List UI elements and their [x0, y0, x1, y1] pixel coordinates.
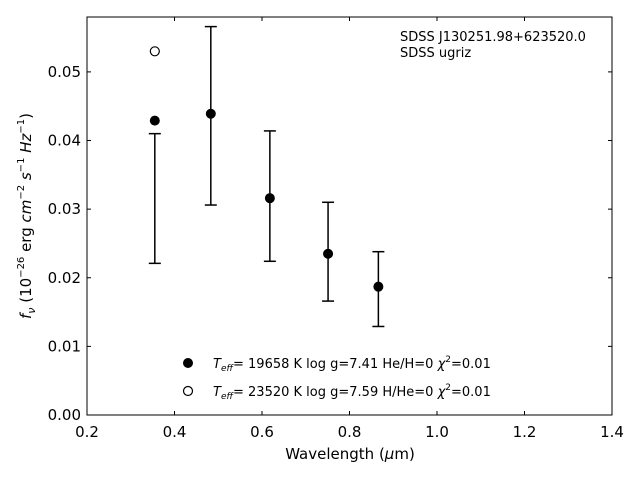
y-tick-label: 0.00 [48, 406, 81, 424]
legend-marker-open [182, 385, 194, 397]
x-tick-label: 1.0 [425, 423, 449, 441]
y-tick-label: 0.02 [48, 269, 81, 287]
plot-area [86, 16, 613, 416]
model-point-filled [149, 115, 160, 126]
model-point-filled [373, 281, 384, 292]
x-tick-label: 0.2 [75, 423, 99, 441]
legend: Teff= 19658 K log g=7.41 He/H=0 χ2=0.01 … [182, 355, 491, 402]
y-axis-label: fν (10−26 erg cm−2 s−1 Hz−1) [16, 113, 38, 319]
x-tick-label: 0.4 [163, 423, 187, 441]
model-point-open [149, 46, 160, 57]
y-tick-label: 0.03 [48, 200, 81, 218]
x-tick-label: 0.8 [338, 423, 362, 441]
legend-marker-filled [183, 358, 193, 368]
data-points [149, 46, 384, 292]
x-axis-label: Wavelength (μm) [285, 445, 415, 463]
x-tick-label: 1.4 [600, 423, 624, 441]
x-axis-ticks: 0.2 0.4 0.6 0.8 1.0 1.2 1.4 [75, 17, 624, 441]
model-point-filled [323, 248, 334, 259]
annotation-photometry: SDSS ugriz [400, 46, 471, 61]
y-tick-label: 0.01 [48, 337, 81, 355]
model-point-filled [205, 108, 216, 119]
y-tick-label: 0.04 [48, 132, 81, 150]
annotation-object-name: SDSS J130251.98+623520.0 [400, 30, 586, 45]
x-tick-label: 1.2 [513, 423, 537, 441]
legend-entry-2: Teff= 23520 K log g=7.59 H/He=0 χ2=0.01 [213, 383, 491, 402]
model-point-filled [264, 193, 275, 204]
legend-entry-1: Teff= 19658 K log g=7.41 He/H=0 χ2=0.01 [213, 355, 491, 374]
y-tick-label: 0.05 [48, 63, 81, 81]
x-tick-label: 0.6 [250, 423, 274, 441]
y-axis-ticks: 0.00 0.01 0.02 0.03 0.04 0.05 [48, 63, 612, 424]
